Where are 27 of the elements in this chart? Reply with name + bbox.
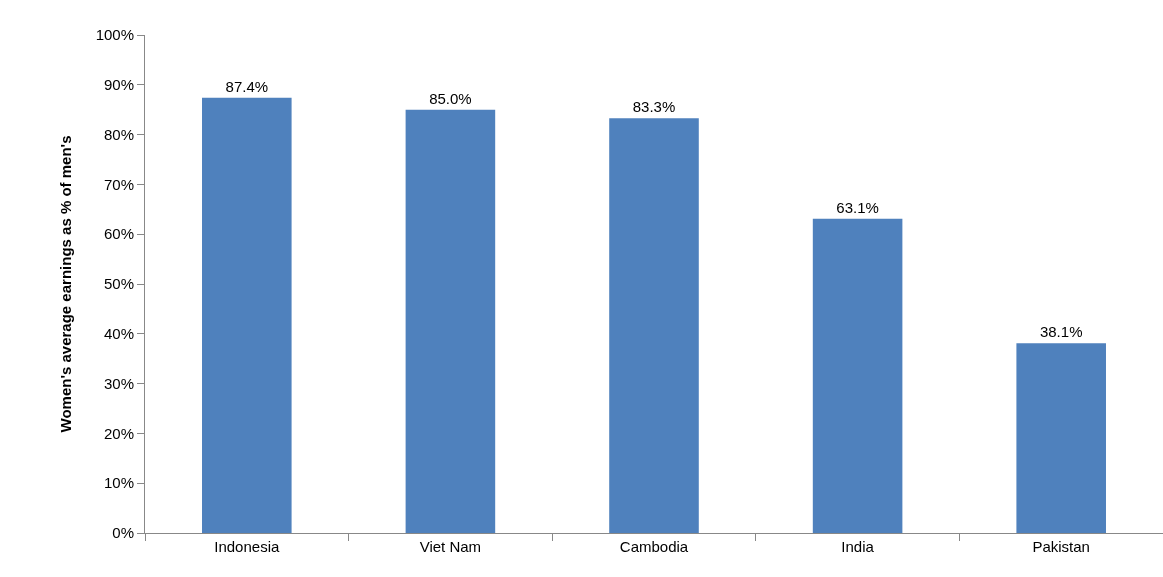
y-tick-label: 90% [103, 76, 134, 94]
bar [202, 97, 292, 533]
bar [609, 118, 699, 533]
y-tick-label: 20% [103, 424, 134, 442]
y-tick-label: 50% [103, 275, 134, 293]
y-tick-label: 10% [103, 474, 134, 492]
x-tick-label: Pakistan [1032, 538, 1090, 555]
y-tick-label: 0% [112, 524, 134, 542]
y-tick-label: 100% [95, 26, 134, 44]
y-tick-label: 70% [103, 175, 134, 193]
x-tick-label: Cambodia [619, 538, 689, 555]
x-tick-label: Indonesia [214, 538, 280, 555]
data-label: 87.4% [225, 77, 269, 95]
data-label: 38.1% [1039, 323, 1083, 341]
x-tick-label: Viet Nam [419, 538, 482, 555]
bar [1016, 343, 1106, 533]
data-label: 83.3% [632, 98, 676, 116]
x-tick-label: India [841, 538, 875, 555]
y-axis-title: Women's average earnings as % of men's [56, 135, 74, 433]
y-tick-label: 30% [103, 374, 134, 392]
bar [812, 218, 903, 533]
bar [405, 109, 496, 533]
data-label: 85.0% [429, 89, 472, 107]
y-tick-label: 60% [103, 225, 134, 243]
data-label: 63.1% [836, 198, 879, 216]
y-tick-label: 40% [103, 325, 134, 343]
y-tick-label: 80% [103, 125, 134, 143]
